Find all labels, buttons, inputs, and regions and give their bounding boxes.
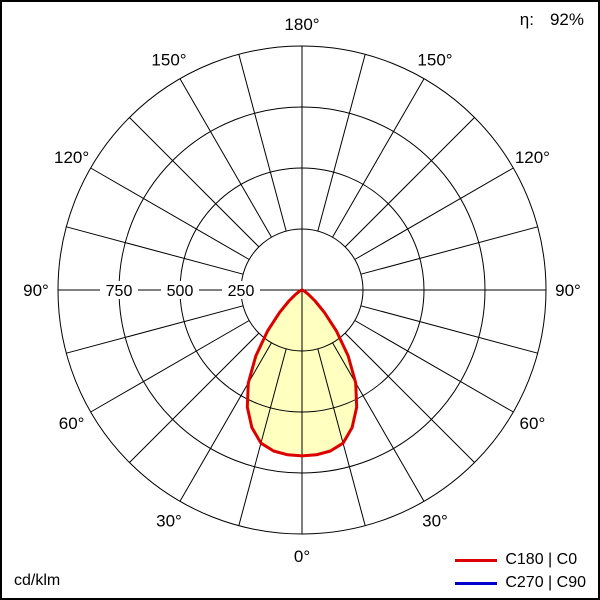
legend-label-c0: C180 | C0 <box>505 551 578 568</box>
efficiency-readout: η: 92% <box>520 10 584 30</box>
svg-text:250: 250 <box>228 283 255 300</box>
efficiency-label: η: <box>519 10 534 29</box>
svg-text:150°: 150° <box>151 51 186 70</box>
svg-text:60°: 60° <box>520 414 546 433</box>
legend-row-c90: C270 | C90 <box>455 574 586 592</box>
svg-text:90°: 90° <box>23 281 49 300</box>
legend-line-c0-icon <box>455 558 498 562</box>
svg-text:0°: 0° <box>294 547 310 566</box>
svg-text:120°: 120° <box>515 148 550 167</box>
svg-text:150°: 150° <box>417 51 452 70</box>
svg-text:60°: 60° <box>59 414 85 433</box>
efficiency-value: 92% <box>549 10 584 29</box>
svg-text:30°: 30° <box>422 511 448 530</box>
svg-text:120°: 120° <box>54 148 89 167</box>
legend: C180 | C0 C270 | C90 <box>455 551 586 592</box>
legend-label-c90: C270 | C90 <box>505 574 586 591</box>
unit-label: cd/klm <box>14 572 61 589</box>
svg-text:750: 750 <box>106 283 133 300</box>
svg-text:180°: 180° <box>284 15 319 34</box>
legend-line-c90-icon <box>455 581 498 585</box>
svg-text:90°: 90° <box>555 281 581 300</box>
svg-text:30°: 30° <box>156 511 182 530</box>
legend-row-c0: C180 | C0 <box>455 551 586 569</box>
svg-text:500: 500 <box>167 283 194 300</box>
